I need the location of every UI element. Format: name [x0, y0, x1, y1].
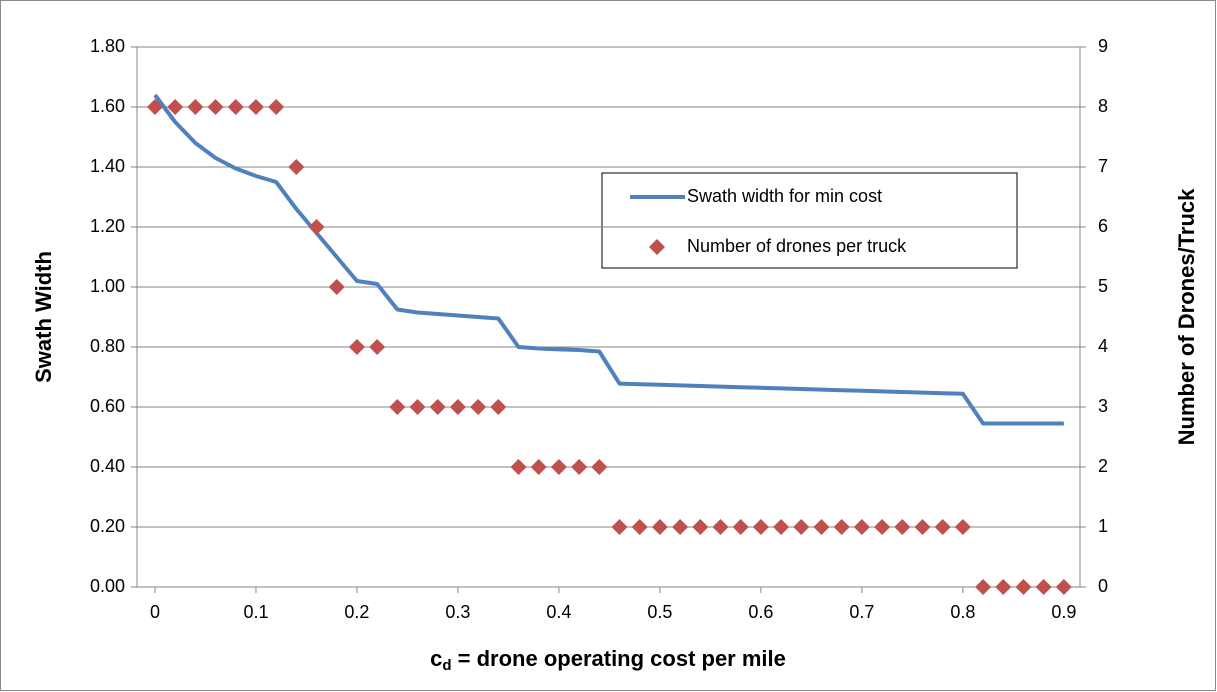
x-title-sub: d [442, 657, 451, 674]
data-point [611, 519, 628, 535]
data-point [207, 99, 224, 115]
data-point [874, 519, 891, 535]
data-point [712, 519, 729, 535]
data-point [369, 339, 386, 355]
y-tick-label: 0.00 [90, 576, 125, 596]
y-tick-label: 1.40 [90, 156, 125, 176]
x-tick-label: 0.5 [647, 602, 672, 622]
x-tick-label: 0.1 [243, 602, 268, 622]
data-point [328, 279, 345, 295]
data-point [409, 399, 426, 415]
x-tick-label: 0.6 [748, 602, 773, 622]
data-point [591, 459, 608, 475]
y2-tick-label: 5 [1098, 276, 1108, 296]
y-tick-label: 0.60 [90, 396, 125, 416]
y2-tick-label: 4 [1098, 336, 1108, 356]
data-point [1035, 579, 1052, 595]
y-tick-label: 1.80 [90, 36, 125, 56]
data-point [631, 519, 648, 535]
legend-label: Number of drones per truck [687, 236, 907, 256]
data-point [571, 459, 588, 475]
y2-tick-label: 2 [1098, 456, 1108, 476]
data-point [793, 519, 810, 535]
y-tick-label: 0.20 [90, 516, 125, 536]
data-point [813, 519, 830, 535]
data-point [833, 519, 850, 535]
data-point [167, 99, 184, 115]
data-point [1015, 579, 1032, 595]
legend-label: Swath width for min cost [687, 186, 882, 206]
data-point [449, 399, 466, 415]
data-point [934, 519, 951, 535]
data-point [773, 519, 790, 535]
y-axis-title: Swath Width [31, 251, 56, 383]
data-point [227, 99, 244, 115]
data-point [995, 579, 1012, 595]
x-title-base: c [430, 646, 442, 671]
x-tick-label: 0.8 [950, 602, 975, 622]
data-point [672, 519, 689, 535]
x-tick-label: 0.2 [344, 602, 369, 622]
y-tick-label: 0.40 [90, 456, 125, 476]
data-point [975, 579, 992, 595]
y2-tick-label: 6 [1098, 216, 1108, 236]
data-point [914, 519, 931, 535]
data-point [470, 399, 487, 415]
y-tick-label: 0.80 [90, 336, 125, 356]
data-point [550, 459, 567, 475]
data-point [308, 219, 325, 235]
data-point [853, 519, 870, 535]
data-point [1055, 579, 1072, 595]
data-point [268, 99, 285, 115]
data-point [651, 519, 668, 535]
legend-box [601, 172, 1018, 269]
data-point [692, 519, 709, 535]
data-point [752, 519, 769, 535]
data-point [247, 99, 264, 115]
data-point [288, 159, 305, 175]
x-axis-title: cd = drone operating cost per mile [430, 646, 786, 674]
x-tick-label: 0.3 [445, 602, 470, 622]
y2-tick-label: 8 [1098, 96, 1108, 116]
y-tick-label: 1.00 [90, 276, 125, 296]
legend-swatch [649, 239, 665, 255]
series-line [153, 93, 1064, 426]
data-point [530, 459, 547, 475]
data-point [732, 519, 749, 535]
y2-tick-label: 9 [1098, 36, 1108, 56]
data-point [954, 519, 971, 535]
y2-axis-title: Number of Drones/Truck [1174, 188, 1199, 445]
data-point [510, 459, 527, 475]
data-point [187, 99, 204, 115]
data-point [429, 399, 446, 415]
x-tick-label: 0 [150, 602, 160, 622]
y2-tick-label: 0 [1098, 576, 1108, 596]
x-tick-label: 0.9 [1051, 602, 1076, 622]
data-point [348, 339, 365, 355]
data-point [894, 519, 911, 535]
data-point [146, 99, 163, 115]
data-point [389, 399, 406, 415]
x-tick-label: 0.4 [546, 602, 571, 622]
y-tick-label: 1.60 [90, 96, 125, 116]
y2-tick-label: 3 [1098, 396, 1108, 416]
y2-tick-label: 1 [1098, 516, 1108, 536]
y2-tick-label: 7 [1098, 156, 1108, 176]
data-point [490, 399, 507, 415]
y-tick-label: 1.20 [90, 216, 125, 236]
x-title-rest: = drone operating cost per mile [452, 646, 786, 671]
x-tick-label: 0.7 [849, 602, 874, 622]
